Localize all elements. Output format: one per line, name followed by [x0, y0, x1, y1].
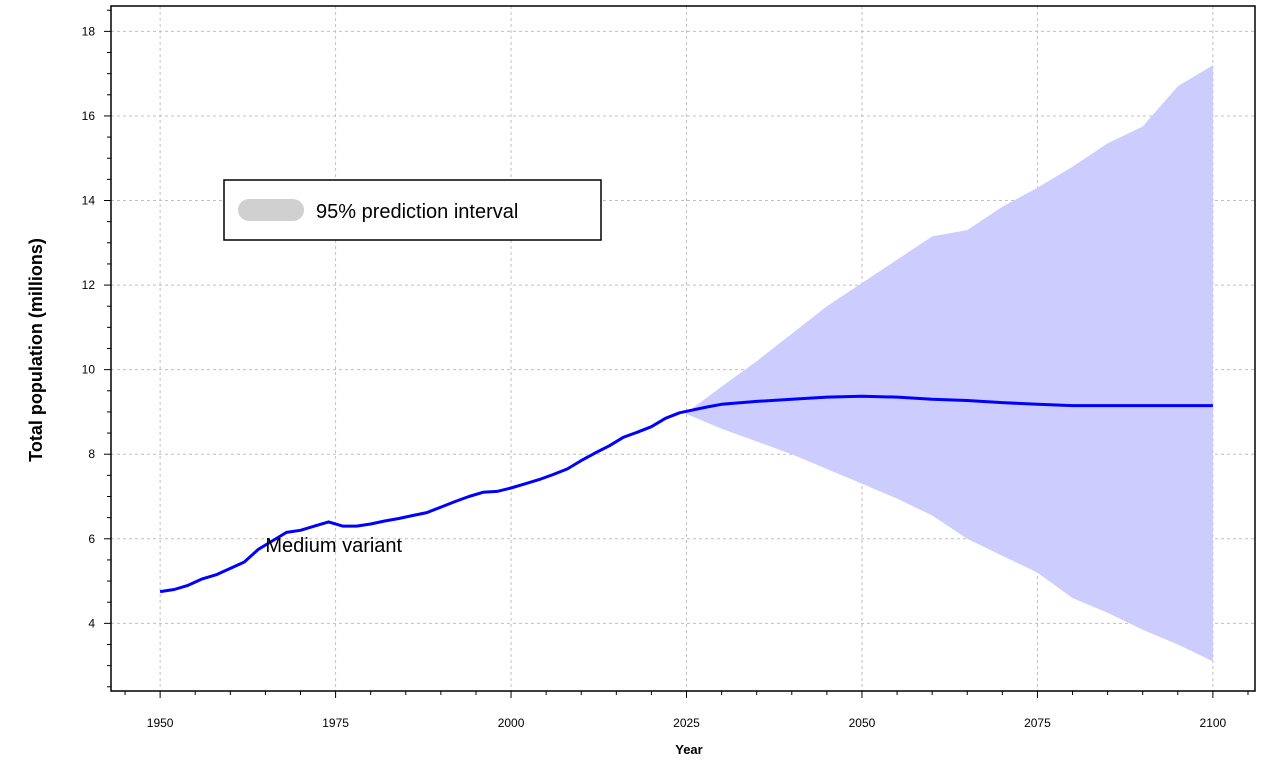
x-tick-label-2075: 2075 — [1024, 716, 1051, 730]
y-tick-label-16: 16 — [82, 109, 96, 123]
axis-layer: 4 6 8 10 12 14 16 18 1950 1975 2000 2025 2050 2075 210… — [82, 5, 1256, 730]
x-tick-label-1950: 1950 — [147, 716, 174, 730]
x-tick-label-2050: 2050 — [849, 716, 876, 730]
y-tick-label-14: 14 — [82, 194, 96, 208]
y-tick-label-4: 4 — [88, 616, 95, 630]
y-tick-label-18: 18 — [82, 24, 96, 38]
x-axis-label: Year — [675, 742, 702, 757]
y-tick-label-6: 6 — [88, 532, 95, 546]
x-tick-label-2025: 2025 — [673, 716, 700, 730]
prediction-interval-band — [686, 65, 1213, 662]
y-tick-label-10: 10 — [82, 363, 96, 377]
series-line-medium-variant — [159, 394, 1213, 594]
medium-variant-annotation: Medium variant — [265, 535, 402, 557]
y-tick-label-8: 8 — [88, 447, 95, 461]
band-layer — [686, 65, 1213, 662]
y-tick-label-12: 12 — [82, 278, 96, 292]
legend-entry-label: 95% prediction interval — [316, 201, 518, 223]
legend-swatch — [238, 199, 304, 221]
x-tick-label-1975: 1975 — [322, 716, 349, 730]
y-axis-label: Total population (millions) — [26, 238, 46, 462]
x-tick-label-2100: 2100 — [1200, 716, 1227, 730]
x-tick-label-2000: 2000 — [498, 716, 525, 730]
line-layer — [159, 394, 1213, 594]
legend: 95% prediction interval — [223, 179, 602, 241]
